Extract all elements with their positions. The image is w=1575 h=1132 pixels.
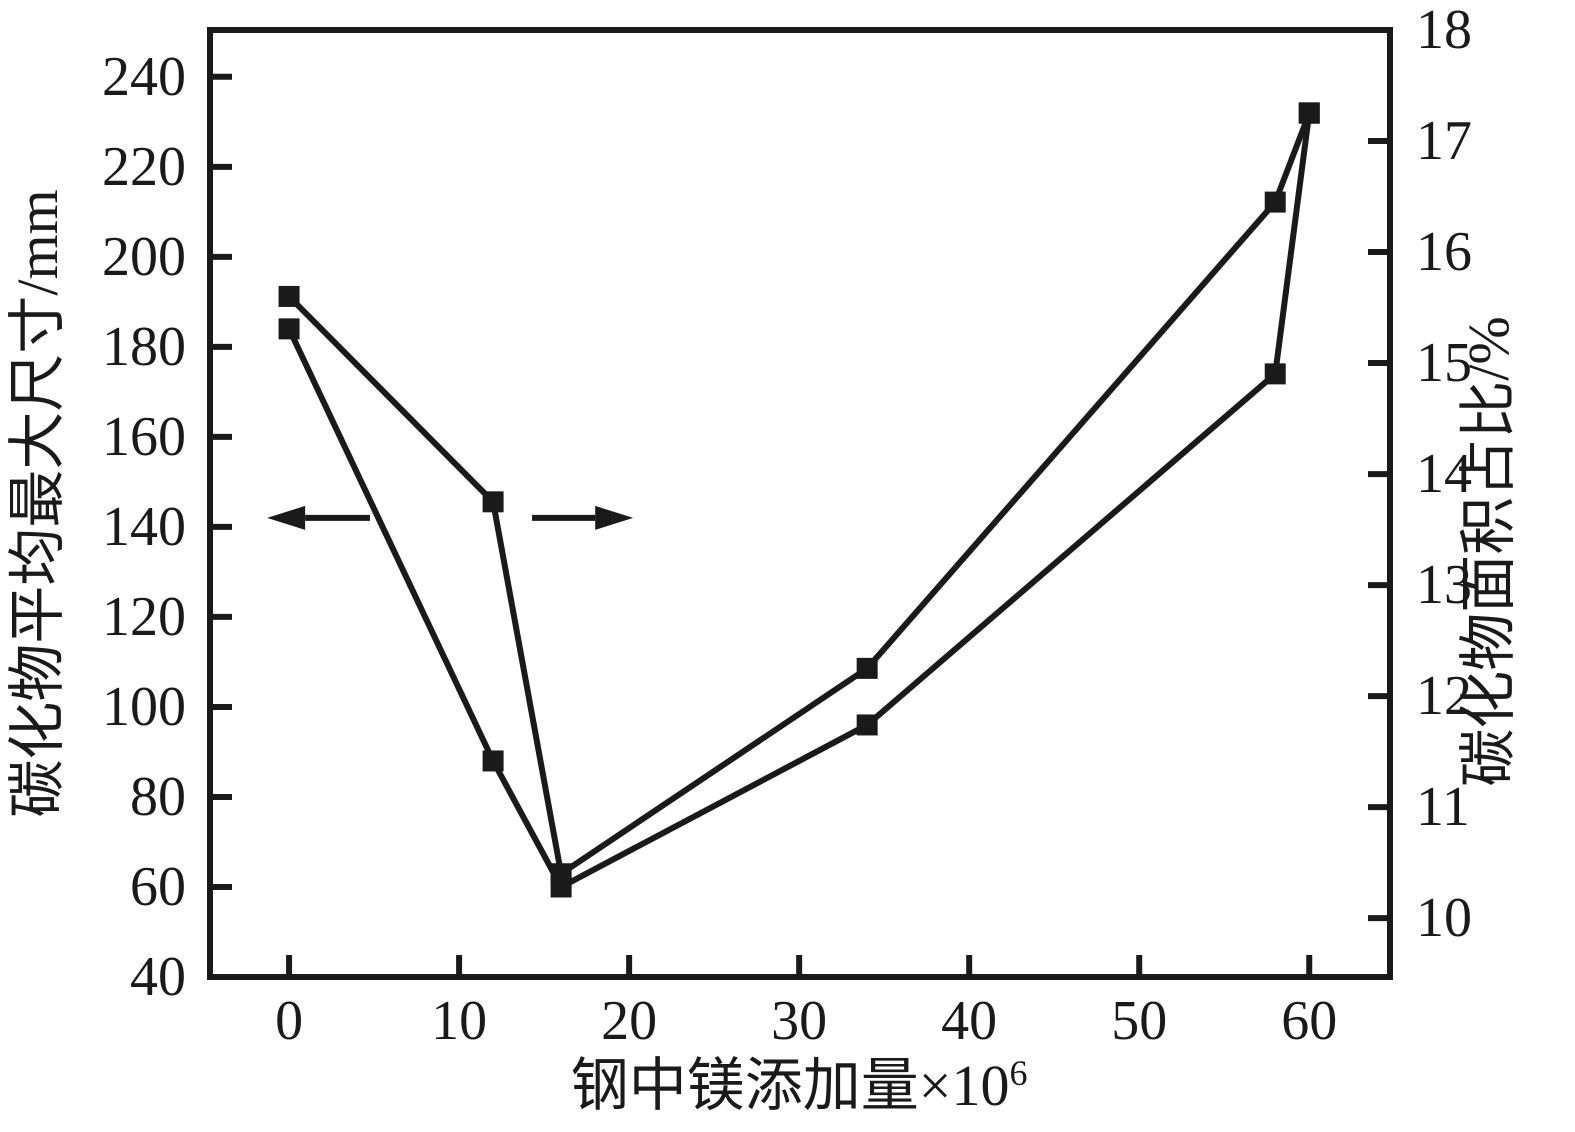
y-left-tick-label: 120 [102, 586, 186, 648]
y-right-tick-label: 10 [1416, 887, 1472, 949]
data-point-marker-series-2 [550, 863, 572, 885]
y-left-tick-label: 220 [102, 136, 186, 198]
x-tick-label: 60 [1281, 990, 1337, 1052]
y-right-axis-title: 碳化物面积占比/% [1456, 316, 1521, 786]
data-point-marker-series-2 [278, 285, 300, 307]
y-right-tick-label: 18 [1416, 0, 1472, 61]
y-left-tick-label: 180 [102, 316, 186, 378]
x-tick-label: 50 [1111, 990, 1167, 1052]
x-tick-label: 10 [431, 990, 487, 1052]
x-tick-label: 0 [275, 990, 303, 1052]
y-right-tick-label: 12 [1416, 665, 1472, 727]
axis-indicator-arrow-head [267, 505, 306, 530]
y-left-tick-label: 60 [130, 856, 186, 918]
y-right-tick-label: 15 [1416, 332, 1472, 394]
axis-indicator-arrow-head [595, 505, 634, 530]
data-point-marker-series-1 [1264, 363, 1286, 385]
plot-frame [207, 27, 1393, 980]
series-line-1 [286, 112, 1313, 892]
y-left-tick-label: 240 [102, 46, 186, 108]
y-left-axis-title: 碳化物平均最大尺寸/mm [5, 189, 70, 817]
y-right-tick-label: 14 [1416, 443, 1472, 505]
data-point-marker-series-1 [482, 750, 504, 772]
y-left-tick-label: 80 [130, 766, 186, 828]
y-right-tick-label: 17 [1416, 110, 1472, 172]
data-point-marker-series-2 [1298, 102, 1320, 124]
y-left-tick-label: 200 [102, 226, 186, 288]
x-tick-label: 30 [771, 990, 827, 1052]
y-left-tick-label: 160 [102, 406, 186, 468]
y-right-tick-label: 11 [1416, 776, 1470, 838]
x-tick-label: 40 [941, 990, 997, 1052]
y-left-tick-label: 40 [130, 946, 186, 1008]
data-point-marker-series-2 [1264, 191, 1286, 213]
y-left-tick-label: 140 [102, 496, 186, 558]
y-right-tick-label: 16 [1416, 221, 1472, 283]
y-right-tick-label: 13 [1416, 554, 1472, 616]
x-tick-label: 20 [601, 990, 657, 1052]
data-point-marker-series-2 [482, 491, 504, 513]
y-left-tick-label: 100 [102, 676, 186, 738]
data-point-marker-series-1 [856, 714, 878, 736]
data-point-marker-series-2 [856, 657, 878, 679]
data-point-marker-series-1 [278, 318, 300, 340]
x-axis-title: 钢中镁添加量×106 [571, 1053, 1028, 1118]
series-line-2 [286, 112, 1313, 879]
